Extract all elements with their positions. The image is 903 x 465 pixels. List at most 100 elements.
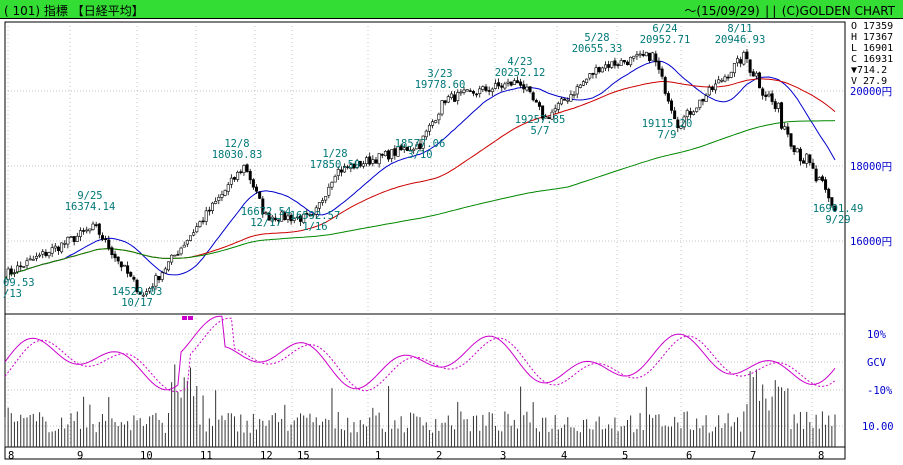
grid (5, 22, 845, 447)
candle-body (666, 93, 670, 102)
candle-body (34, 255, 38, 259)
candle-body (720, 79, 724, 82)
candles (6, 48, 837, 298)
annotation-value: 17850.59 (310, 159, 361, 171)
candle-body (361, 163, 365, 167)
candle-body (732, 63, 736, 74)
candle-body (465, 89, 469, 92)
header-separator: || (763, 4, 778, 18)
x-tick-label: 5 (622, 450, 628, 462)
candle-body (91, 223, 95, 230)
candle-body (393, 148, 397, 156)
x-tick-label: 3 (500, 450, 506, 462)
candle-body (371, 159, 375, 164)
candle-body (299, 215, 303, 222)
candle-body (383, 151, 387, 157)
candle-body (613, 60, 617, 66)
candle-body (714, 83, 718, 91)
candle-body (349, 164, 353, 169)
annotation-value: 16901.49 (813, 203, 864, 215)
candle-body (569, 94, 573, 102)
ohlc-high: H 17367 (851, 32, 893, 43)
header-meta: ～(15/09/29) || (C)GOLDEN CHART (684, 2, 895, 19)
candle-body (339, 169, 343, 173)
candle-body (820, 176, 824, 181)
candle-body (264, 212, 268, 215)
ma-long-line (4, 120, 836, 280)
candle-body (47, 252, 51, 257)
price-chart: 9/2516374.1414529.0310/1712/818030.83166… (3, 21, 894, 462)
candle-body (154, 275, 158, 287)
candle-body (830, 197, 834, 206)
candle-body (129, 272, 133, 277)
candle-body (50, 247, 54, 254)
candle-body (770, 93, 774, 102)
candle-body (352, 163, 356, 169)
candle-body (437, 113, 441, 121)
candle-body (550, 111, 554, 120)
candle-body (553, 108, 557, 112)
candle-body (481, 86, 485, 90)
gcv-marker (188, 316, 193, 320)
chart-header: ( 101) 指標 【日経平均】 ～(15/09/29) || (C)GOLDE… (0, 0, 903, 19)
candle-body (478, 88, 482, 95)
candle-body (409, 149, 413, 152)
candle-body (641, 53, 645, 56)
candle-body (824, 179, 828, 190)
candle-body (415, 144, 419, 150)
candle-body (531, 92, 535, 101)
candle-body (748, 59, 752, 73)
candle-body (380, 154, 384, 156)
gcv-tick-label: 10% (867, 329, 887, 341)
candle-body (85, 229, 89, 232)
candle-body (355, 160, 359, 169)
candle-body (563, 98, 567, 101)
candle-body (302, 213, 306, 223)
candle-body (305, 212, 309, 215)
candle-body (201, 220, 205, 223)
candle-body (449, 93, 453, 98)
annotation-date: 4/23 (507, 56, 532, 68)
candle-body (717, 79, 721, 84)
candle-body (607, 64, 611, 68)
gcv-tick-label: GCV (867, 357, 887, 369)
candle-body (814, 168, 818, 182)
annotation-value: 16672.54 (241, 206, 292, 218)
candle-body (594, 67, 598, 75)
annotation-date: 1/16 (302, 221, 327, 233)
candle-body (754, 72, 758, 77)
candle-body (346, 166, 350, 169)
gcv-panel (4, 315, 836, 393)
candle-body (192, 232, 196, 236)
candle-body (132, 277, 136, 280)
candle-body (358, 160, 362, 167)
candle-body (333, 176, 337, 183)
candle-body (786, 126, 790, 135)
candle-body (446, 96, 450, 103)
candle-body (204, 210, 208, 222)
candle-body (789, 133, 793, 147)
ohlc-open: O 17359 (851, 21, 893, 32)
candle-body (519, 81, 523, 86)
candle-body (736, 58, 740, 64)
candle-body (443, 100, 447, 104)
x-tick-label: 15 (297, 450, 310, 462)
candle-body (273, 217, 277, 221)
candle-body (767, 93, 771, 97)
candle-body (638, 53, 642, 56)
candle-body (487, 90, 491, 92)
brand-label: (C)GOLDEN CHART (781, 4, 895, 18)
candle-body (610, 61, 614, 68)
candle-body (242, 165, 246, 173)
candle-body (72, 236, 76, 243)
candle-body (368, 156, 372, 165)
gcv-signal-line (4, 317, 836, 393)
candle-body (251, 179, 255, 188)
annotation-date: 12/17 (250, 217, 282, 229)
candle-body (648, 52, 652, 61)
candle-body (286, 215, 290, 220)
candle-body (267, 212, 271, 221)
candle-body (588, 73, 592, 79)
x-tick-label: 8 (818, 450, 824, 462)
